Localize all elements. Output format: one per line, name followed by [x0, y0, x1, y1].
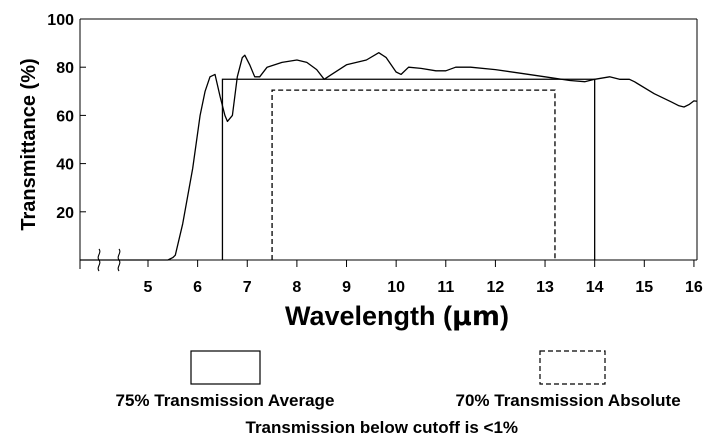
x-tick-label: 9: [342, 279, 351, 296]
band-solid: [221, 78, 596, 260]
y-tick-label: 20: [56, 205, 74, 222]
legend-swatches: [190, 350, 606, 385]
axis-break-mark: [97, 248, 101, 272]
plot-area: [80, 52, 697, 261]
y-tick-label: 40: [56, 157, 74, 174]
axis-break-mark: [117, 248, 121, 272]
legend-label-absolute: 70% Transmission Absolute: [455, 391, 681, 410]
x-tick-label: 10: [387, 279, 405, 296]
x-tick-label: 5: [144, 279, 153, 296]
y-tick-label: 60: [56, 108, 74, 125]
x-tick-label: 13: [536, 279, 554, 296]
transmittance-curve: [80, 52, 697, 261]
legend-swatch-average: [190, 350, 261, 385]
axes: 20 40 60 80 100 5 6 7 8 9 10 11 12 13 14 15 16 Wavelength…: [18, 12, 703, 332]
x-tick-label: 12: [487, 279, 505, 296]
x-tick-label: 6: [193, 279, 202, 296]
y-axis-title: Transmittance (%): [18, 58, 40, 230]
x-axis-title: Wavelength (μm): [285, 301, 509, 332]
x-tick-label: 14: [586, 279, 604, 296]
x-tick-label: 11: [437, 279, 454, 296]
band-dashed: [271, 89, 556, 260]
x-tick-label: 7: [243, 279, 252, 296]
y-tick-label: 80: [56, 60, 74, 77]
x-tick-label: 15: [635, 279, 653, 296]
legend-swatch-absolute: [539, 350, 606, 385]
x-tick-label: 16: [685, 279, 703, 296]
y-tick-label: 100: [47, 12, 74, 29]
legend-label-average: 75% Transmission Average: [115, 391, 335, 410]
footnote: Transmission below cutoff is <1%: [245, 418, 519, 437]
x-tick-label: 8: [292, 279, 301, 296]
